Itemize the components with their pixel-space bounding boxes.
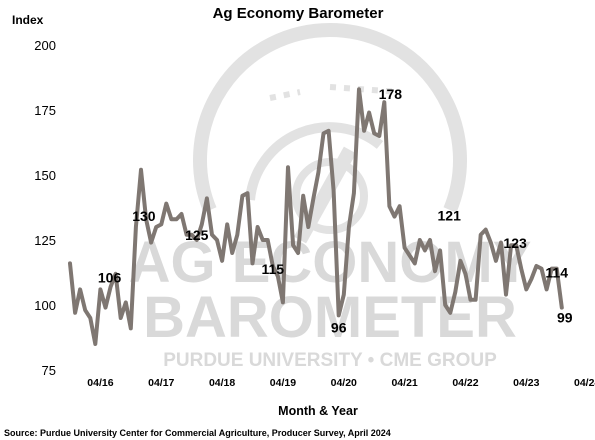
x-tick-label: 04/17 <box>148 377 174 389</box>
y-tick-labels: 200 175 150 125 100 75 <box>34 38 56 378</box>
data-labels: 106 130 125 115 96 178 121 123 114 99 <box>98 86 573 335</box>
source-note: Source: Purdue University Center for Com… <box>4 428 391 438</box>
x-tick-label: 04/23 <box>513 377 539 389</box>
data-label: 106 <box>98 269 122 285</box>
data-label: 178 <box>379 86 403 102</box>
x-tick-label: 04/24 <box>574 377 595 389</box>
y-tick-label: 200 <box>34 38 56 53</box>
y-tick-label: 125 <box>34 233 56 248</box>
x-tick-label: 04/20 <box>331 377 357 389</box>
x-tick-label: 04/22 <box>452 377 478 389</box>
data-label: 114 <box>545 265 568 281</box>
data-label: 130 <box>132 208 156 224</box>
chart-title: Ag Economy Barometer <box>213 5 384 22</box>
y-tick-label: 100 <box>34 298 56 313</box>
watermark-line-2: BAROMETER <box>143 285 517 350</box>
data-label: 121 <box>438 207 462 223</box>
x-tick-label: 04/16 <box>87 377 113 389</box>
data-label: 125 <box>185 227 209 243</box>
data-label: 115 <box>262 261 285 277</box>
data-label: 96 <box>331 319 347 335</box>
x-axis-label: Month & Year <box>278 404 358 418</box>
series-line <box>68 87 564 346</box>
data-label: 123 <box>503 235 527 251</box>
y-tick-label: 175 <box>34 103 56 118</box>
watermark-line-3: PURDUE UNIVERSITY • CME GROUP <box>163 350 497 371</box>
x-tick-label: 04/18 <box>209 377 235 389</box>
data-label: 99 <box>557 310 573 326</box>
y-tick-label: 75 <box>42 363 56 378</box>
x-tick-label: 04/21 <box>391 377 417 389</box>
x-tick-label: 04/19 <box>270 377 296 389</box>
y-tick-label: 150 <box>34 168 56 183</box>
plot-area <box>68 87 564 346</box>
y-axis-label: Index <box>12 13 44 27</box>
x-tick-labels: 04/16 04/17 04/18 04/19 04/20 04/21 04/22 04/23… <box>87 377 595 389</box>
